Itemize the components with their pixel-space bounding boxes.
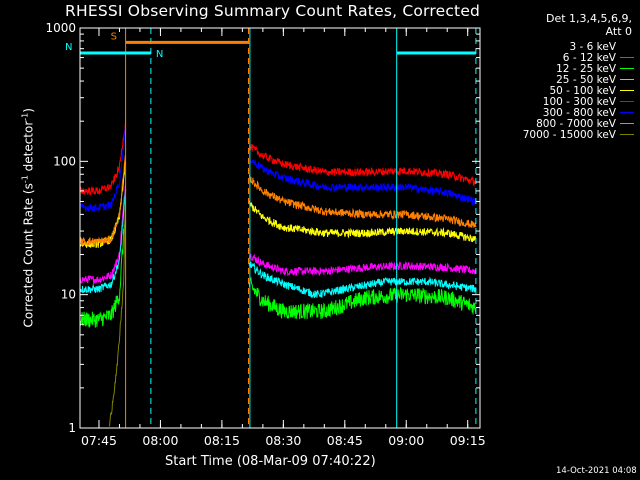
- series-4-segment-2: [248, 200, 477, 243]
- legend-header-line-1: Det 1,3,4,5,6,9,: [545, 12, 632, 25]
- legend-item-swatch: [620, 90, 634, 91]
- plot-frame: [79, 27, 481, 429]
- legend-item-swatch: [620, 134, 634, 135]
- series-3-segment-1: [79, 188, 127, 294]
- legend-item: 6 - 12 keV: [484, 51, 634, 64]
- series-6-segment-2: [248, 154, 477, 206]
- legend-item: 100 - 300 keV: [484, 95, 634, 108]
- series-6-segment-1: [79, 127, 127, 213]
- state-bar-label-0: S: [111, 31, 117, 42]
- legend-item-label: 25 - 50 keV: [556, 73, 616, 86]
- legend-item-swatch: [620, 57, 634, 58]
- legend-item-label: 3 - 6 keV: [569, 40, 616, 53]
- legend-item-label: 12 - 25 keV: [556, 62, 616, 75]
- legend-item-label: 800 - 7000 keV: [536, 117, 616, 130]
- x-tick-label-6: 09:15: [450, 433, 486, 448]
- legend-item: 3 - 6 keV: [484, 40, 635, 53]
- legend-item: 25 - 50 keV: [484, 73, 634, 86]
- legend-item-label: 6 - 12 keV: [562, 51, 616, 64]
- x-tick-label-5: 09:00: [388, 433, 424, 448]
- y-axis-label-exp-2: -1: [20, 112, 30, 121]
- series-5-segment-2: [248, 143, 477, 187]
- series-7-segment-1: [79, 154, 127, 247]
- legend-item-label: 7000 - 15000 keV: [522, 128, 616, 141]
- x-tick-label-1: 08:00: [142, 433, 178, 448]
- legend-item-label: 100 - 300 keV: [542, 95, 616, 108]
- series-8-segment-1: [108, 188, 127, 427]
- series-5-segment-1: [79, 119, 127, 196]
- legend-item-label: 50 - 100 keV: [549, 84, 616, 97]
- y-axis-label-prefix: Corrected Count Rate (s: [21, 183, 36, 328]
- y-axis-label: Corrected Count Rate (s-1 detector-1): [20, 108, 36, 328]
- legend-header-line-2: Att 0: [605, 25, 632, 38]
- chart-title: RHESSI Observing Summary Count Rates, Co…: [65, 2, 481, 20]
- y-tick-label-3: 1000: [45, 21, 76, 35]
- x-axis-label: Start Time (08-Mar-09 07:40:22): [165, 454, 376, 469]
- y-tick-label-2: 100: [53, 154, 76, 168]
- y-axis-label-exp-1: -1: [20, 175, 30, 184]
- y-tick-label-0: 1: [68, 421, 76, 435]
- x-tick-label-3: 08:30: [265, 433, 301, 448]
- legend-header: Det 1,3,4,5,6,9, Att 0: [520, 12, 632, 38]
- legend-item-swatch: [620, 79, 634, 80]
- legend-item-swatch: [619, 45, 635, 48]
- state-bar-label-1: N: [65, 42, 72, 53]
- legend-item-swatch: [620, 68, 634, 69]
- timestamp: 14-Oct-2021 04:08: [556, 466, 637, 476]
- legend-item-swatch: [620, 101, 634, 102]
- state-bar-label-n: N: [156, 49, 163, 60]
- y-axis-label-suffix: ): [21, 108, 36, 113]
- legend-item: 800 - 7000 keV: [484, 117, 634, 130]
- x-tick-label-4: 08:45: [327, 433, 363, 448]
- series-3-segment-2: [248, 261, 477, 299]
- legend-item-swatch: [620, 123, 634, 124]
- legend-item-label: 300 - 800 keV: [542, 106, 616, 119]
- x-tick-label-0: 07:45: [81, 433, 117, 448]
- legend-item: 12 - 25 keV: [484, 62, 634, 75]
- series-7-segment-2: [248, 172, 477, 228]
- y-axis-label-mid: detector: [21, 120, 36, 176]
- y-tick-label-1: 10: [61, 288, 76, 302]
- series-2-segment-1: [79, 205, 127, 329]
- legend: 3 - 6 keV 6 - 12 keV 12 - 25 keV 25 - 50 ke…: [484, 40, 635, 141]
- x-tick-label-2: 08:15: [204, 433, 240, 448]
- legend-item: 7000 - 15000 keV: [484, 128, 634, 141]
- legend-item: 300 - 800 keV: [484, 106, 634, 119]
- series-1-segment-1: [79, 184, 127, 285]
- legend-item: 50 - 100 keV: [484, 84, 634, 97]
- series-2-segment-2: [248, 276, 477, 320]
- legend-item-swatch: [620, 112, 634, 113]
- series-1-segment-2: [248, 253, 477, 277]
